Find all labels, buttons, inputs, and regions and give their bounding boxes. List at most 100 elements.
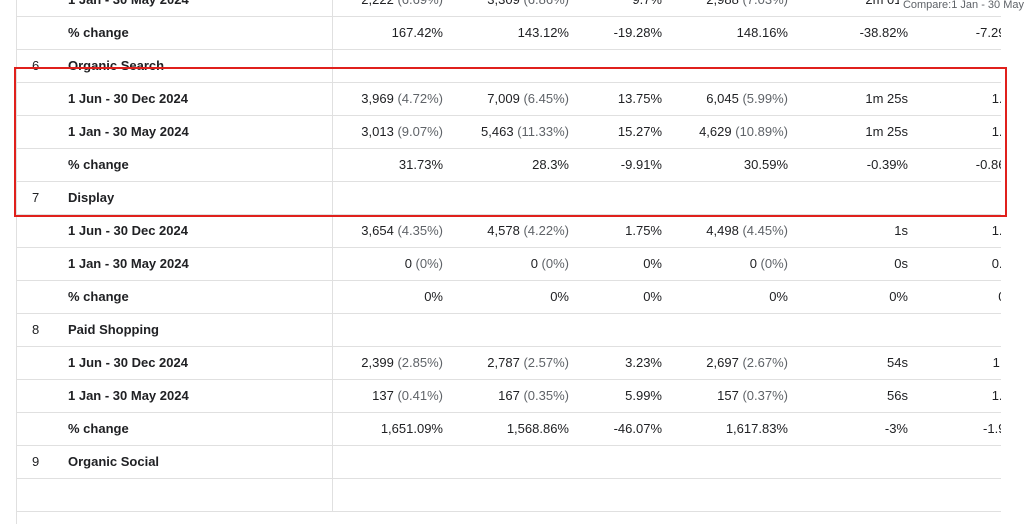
channel-group-row[interactable]: 8 Paid Shopping: [17, 313, 1001, 347]
date-range-row[interactable]: 1 Jun - 30 Dec 2024 3,969 (4.72%) 7,009 (6…: [17, 82, 1001, 116]
engaged-sessions-cell: 4,629 (10.89%): [678, 115, 804, 149]
cell-value: 2m 01s: [865, 0, 908, 7]
users-cell: 3,013 (9.07%): [332, 115, 459, 149]
users-cell: 3,969 (4.72%): [332, 82, 459, 116]
cell-value: 6,045: [706, 91, 739, 106]
row-index: 6: [17, 49, 53, 83]
percent-change-row[interactable]: % change 31.73% 28.3% -9.91% 30.59% -0.39% -0.…: [17, 148, 1001, 182]
engaged-sessions-cell: 6,045 (5.99%): [678, 82, 804, 116]
row-label: % change: [53, 280, 333, 314]
cell-value: 54s: [887, 355, 908, 370]
cell-value: 148.16%: [736, 25, 788, 40]
channel-group-row[interactable]: 6 Organic Search: [17, 49, 1001, 83]
cell-value: 1,568.86%: [506, 421, 569, 436]
sessions-cell: 3,309 (6.86%): [459, 0, 585, 17]
cell-value: -9.91%: [620, 157, 662, 172]
engaged-sessions-cell: 2,697 (2.67%): [678, 346, 804, 380]
avg-engagement-time-cell: -38.82%: [804, 16, 924, 50]
row-index: [17, 412, 53, 446]
percent-change-row[interactable]: % change 167.42% 143.12% -19.28% 148.16% -38.…: [17, 16, 1001, 50]
events-per-session-cell: 1.11: [924, 346, 1001, 380]
row-index: [17, 280, 53, 314]
date-range-row[interactable]: 1 Jan - 30 May 2024 0 (0%) 0 (0%) 0% 0 (0%) 0…: [17, 247, 1001, 281]
sessions-cell: 28.3%: [459, 148, 585, 182]
table-body: 1 Jan - 30 May 2024 2,222 (6.69%)3,309 (6…: [17, 0, 1001, 512]
events-per-session-cell: -1.9%: [924, 412, 1001, 446]
events-per-session-cell: -0.86%: [924, 148, 1001, 182]
events-per-session-cell: [924, 445, 1001, 479]
cell-share-percent: (0%): [415, 256, 443, 271]
users-cell: 2,222 (6.69%): [332, 0, 459, 17]
cell-value: 0.00: [991, 256, 1001, 271]
channel-name[interactable]: Paid Shopping: [53, 313, 333, 347]
events-per-session-cell: 0%: [924, 280, 1001, 314]
cell-share-percent: (7.03%): [742, 0, 788, 7]
engaged-sessions-cell: 0 (0%): [678, 247, 804, 281]
cell-value: 1.11: [992, 355, 1001, 370]
events-per-session-cell: 1.52: [924, 82, 1001, 116]
cell-share-percent: (5.99%): [742, 91, 788, 106]
cell-value: -7.29%: [975, 25, 1001, 40]
cell-share-percent: (0.37%): [742, 388, 788, 403]
cell-value: 143.12%: [517, 25, 569, 40]
cell-share-percent: (0%): [760, 256, 788, 271]
engagement-rate-cell: 0%: [585, 247, 678, 281]
channel-comparison-table-container[interactable]: 1 Jan - 30 May 2024 2,222 (6.69%)3,309 (6…: [16, 0, 1001, 524]
cell-value: 157: [717, 388, 739, 403]
cell-share-percent: (10.89%): [735, 124, 788, 139]
cell-value: 0%: [998, 289, 1001, 304]
cell-value: 4,498: [706, 223, 739, 238]
date-range-row[interactable]: 1 Jan - 30 May 2024 3,013 (9.07%) 5,463 (1…: [17, 115, 1001, 149]
engagement-rate-cell: [585, 313, 678, 347]
cell-value: 0s: [894, 256, 908, 271]
engaged-sessions-cell: [678, 313, 804, 347]
cell-value: 2,222: [361, 0, 394, 7]
sessions-cell: [459, 313, 585, 347]
date-range-row[interactable]: 1 Jun - 30 Dec 2024 3,654 (4.35%) 4,578 (4…: [17, 214, 1001, 248]
avg-engagement-time-cell: 0%: [804, 280, 924, 314]
engagement-rate-cell: 3.23%: [585, 346, 678, 380]
cell-value: 4,578: [487, 223, 520, 238]
row-index: 9: [17, 445, 53, 479]
events-per-session-cell: 1.14: [924, 379, 1001, 413]
cell-value: 3.23%: [625, 355, 662, 370]
avg-engagement-time-cell: [804, 478, 924, 512]
channel-name[interactable]: Organic Search: [53, 49, 333, 83]
sessions-cell: 1,568.86%: [459, 412, 585, 446]
row-index: [17, 82, 53, 116]
sessions-cell: 7,009 (6.45%): [459, 82, 585, 116]
users-cell: [332, 478, 459, 512]
table-row[interactable]: [17, 478, 1001, 512]
sessions-cell: 143.12%: [459, 16, 585, 50]
avg-engagement-time-cell: [804, 49, 924, 83]
row-label: 1 Jan - 30 May 2024: [53, 379, 333, 413]
percent-change-row[interactable]: % change 1,651.09% 1,568.86% -46.07% 1,617.8…: [17, 412, 1001, 446]
cell-value: 137: [372, 388, 394, 403]
cell-value: 0: [530, 256, 538, 271]
engaged-sessions-cell: [678, 478, 804, 512]
avg-engagement-time-cell: [804, 445, 924, 479]
channel-group-row[interactable]: 9 Organic Social: [17, 445, 1001, 479]
date-range-row[interactable]: 1 Jun - 30 Dec 2024 2,399 (2.85%) 2,787 (2…: [17, 346, 1001, 380]
channel-group-row[interactable]: 7 Display: [17, 181, 1001, 215]
cell-value: -19.28%: [613, 25, 662, 40]
users-cell: 31.73%: [332, 148, 459, 182]
channel-name[interactable]: Organic Social: [53, 445, 333, 479]
avg-engagement-time-cell: 2m 01s: [804, 0, 924, 17]
sessions-cell: [459, 478, 585, 512]
cell-value: 1.75%: [625, 223, 662, 238]
date-range-row[interactable]: 1 Jan - 30 May 2024 137 (0.41%) 167 (0.35%…: [17, 379, 1001, 413]
events-per-session-cell: 1.25: [924, 214, 1001, 248]
cell-share-percent: (0.35%): [523, 388, 569, 403]
sessions-cell: [459, 49, 585, 83]
sessions-cell: 5,463 (11.33%): [459, 115, 585, 149]
engaged-sessions-cell: [678, 181, 804, 215]
cell-value: -3%: [884, 421, 908, 436]
users-cell: [332, 445, 459, 479]
channel-name[interactable]: Display: [53, 181, 333, 215]
cell-share-percent: (4.35%): [397, 223, 443, 238]
sessions-cell: [459, 445, 585, 479]
percent-change-row[interactable]: % change 0% 0% 0% 0% 0% 0%: [17, 280, 1001, 314]
